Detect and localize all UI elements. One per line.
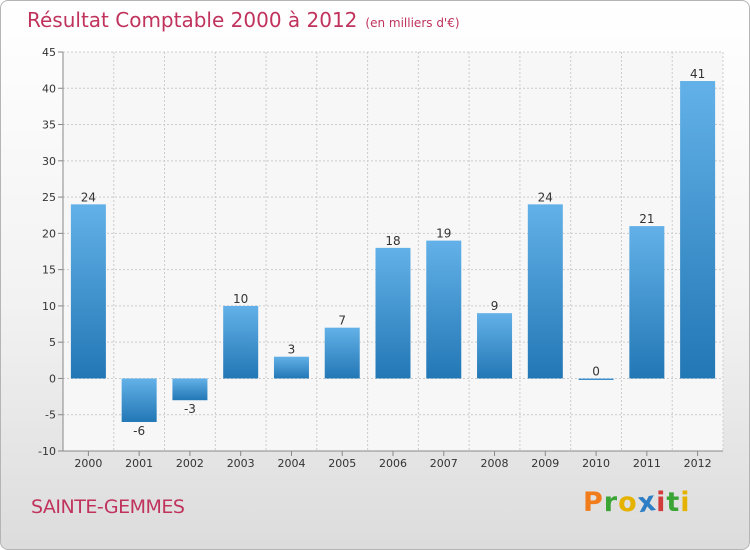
x-tick-label-2005: 2005: [328, 457, 356, 470]
x-tick-label-2008: 2008: [481, 457, 509, 470]
bar-2005: [324, 327, 360, 379]
data-label-2006: 18: [385, 234, 400, 248]
bar-2009: [527, 204, 563, 379]
y-tick-label: -10: [38, 445, 56, 458]
bar-2011: [629, 226, 665, 379]
data-label-2005: 7: [338, 314, 346, 328]
logo-letter: o: [618, 487, 638, 518]
data-label-2012: 41: [690, 67, 705, 81]
x-tick-label-2003: 2003: [227, 457, 255, 470]
data-label-2008: 9: [491, 299, 499, 313]
logo-letter: i: [680, 487, 691, 518]
chart-title: Résultat Comptable 2000 à 2012 (en millie…: [27, 8, 460, 32]
x-tick-label-2009: 2009: [531, 457, 559, 470]
y-tick-label: 25: [42, 191, 56, 204]
bar-2007: [426, 240, 462, 379]
y-tick-label: 30: [42, 155, 56, 168]
bar-2003: [223, 305, 259, 379]
y-tick-label: 40: [42, 82, 56, 95]
y-tick-label: 5: [49, 336, 56, 349]
commune-name: SAINTE-GEMMES: [31, 496, 185, 518]
y-tick-label: 10: [42, 300, 56, 313]
data-label-2007: 19: [436, 227, 451, 241]
bar-2010: [578, 378, 614, 380]
title-unit: (en milliers d'€): [365, 16, 460, 30]
y-tick-label: 35: [42, 119, 56, 132]
bar-2002: [172, 378, 208, 401]
bar-2004: [273, 356, 309, 379]
logo-letter: r: [603, 487, 619, 518]
x-tick-label-2001: 2001: [125, 457, 153, 470]
x-tick-label-2010: 2010: [582, 457, 610, 470]
logo-letter: t: [666, 487, 681, 518]
y-tick-label: -5: [45, 409, 56, 422]
bar-2001: [121, 378, 157, 422]
x-tick-label-2006: 2006: [379, 457, 407, 470]
data-label-2009: 24: [538, 190, 553, 204]
data-label-2003: 10: [233, 292, 248, 306]
data-label-2001: -6: [133, 424, 145, 438]
data-label-2011: 21: [639, 212, 654, 226]
x-tick-label-2007: 2007: [430, 457, 458, 470]
bar-2012: [680, 81, 716, 379]
bar-2000: [70, 204, 106, 379]
data-label-2000: 24: [81, 190, 96, 204]
y-tick-label: 0: [49, 372, 56, 385]
x-tick-label-2011: 2011: [633, 457, 661, 470]
x-tick-label-2012: 2012: [684, 457, 712, 470]
logo-letter: x: [635, 485, 659, 520]
logo-letter: i: [656, 487, 667, 518]
logo-letter: P: [583, 487, 604, 518]
data-label-2010: 0: [592, 364, 600, 378]
x-tick-label-2002: 2002: [176, 457, 204, 470]
x-tick-label-2000: 2000: [74, 457, 102, 470]
title-text: Résultat Comptable 2000 à 2012: [27, 8, 358, 32]
y-tick-label: 20: [42, 227, 56, 240]
y-tick-label: 15: [42, 264, 56, 277]
proxiti-logo: Proxiti: [583, 485, 691, 520]
bar-2006: [375, 247, 411, 379]
bar-2008: [477, 313, 513, 379]
data-label-2002: -3: [184, 402, 196, 416]
x-tick-label-2004: 2004: [277, 457, 305, 470]
y-tick-label: 45: [42, 46, 56, 59]
data-label-2004: 3: [288, 343, 296, 357]
